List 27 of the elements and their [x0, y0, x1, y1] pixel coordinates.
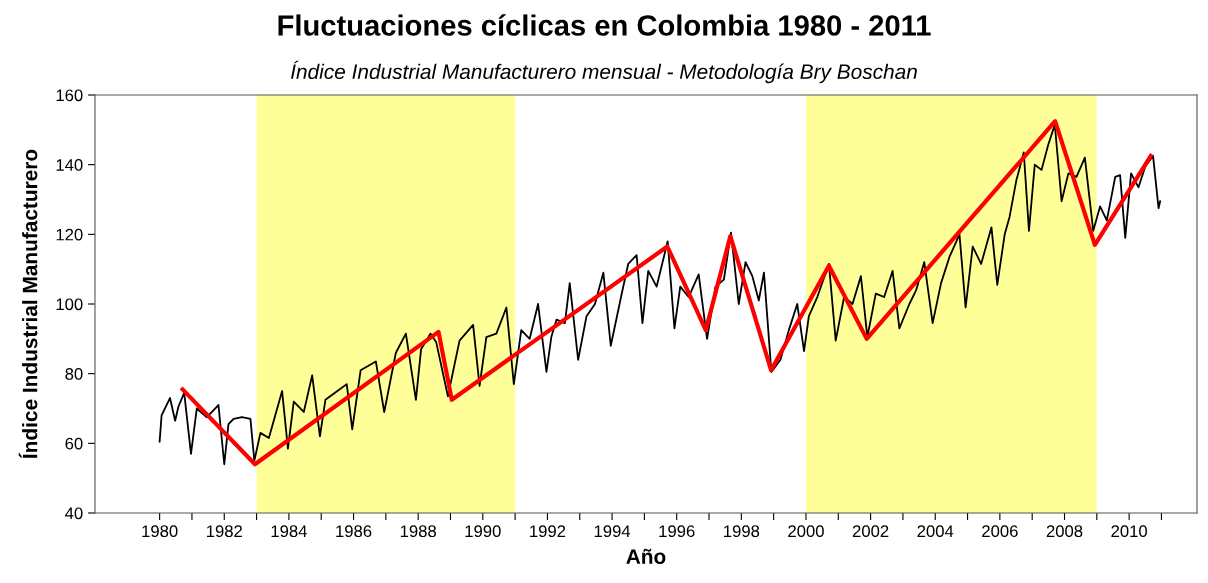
x-tick-label: 2006	[982, 525, 1018, 538]
x-tick-label: 2008	[1046, 525, 1083, 538]
x-tick-label: 1992	[530, 525, 566, 538]
y-tick-label: 40	[65, 507, 83, 520]
y-tick-label: 60	[65, 437, 83, 450]
x-tick-label: 2010	[1111, 525, 1148, 538]
x-tick-label: 2000	[788, 525, 824, 538]
x-tick-label: 1980	[142, 525, 178, 538]
x-tick-label: 1994	[594, 525, 631, 538]
x-tick-label: 2004	[917, 525, 954, 538]
x-tick-label: 1990	[465, 525, 501, 538]
chart-title: Fluctuaciones cíclicas en Colombia 1980 - 2011	[278, 14, 931, 36]
y-tick-label: 100	[56, 298, 83, 311]
y-axis-title: Índice Industrial Manufacturero	[18, 149, 38, 459]
x-tick-label: 1982	[207, 525, 242, 538]
x-tick-label: 1984	[271, 525, 307, 538]
y-tick-label: 80	[65, 368, 83, 380]
x-tick-label: 1996	[659, 525, 695, 538]
x-tick-label: 1998	[724, 525, 760, 538]
y-tick-label: 120	[56, 228, 83, 241]
y-tick-label: 140	[56, 159, 83, 171]
x-axis-title: Año	[626, 548, 666, 564]
x-tick-label: 1986	[336, 525, 372, 538]
x-tick-label: 2002	[852, 525, 889, 538]
y-tick-label: 160	[56, 89, 83, 102]
chart-subtitle: Índice Industrial Manufacturero mensual - Metodología Bry Boschan	[291, 60, 917, 84]
x-tick-label: 1988	[400, 525, 436, 538]
